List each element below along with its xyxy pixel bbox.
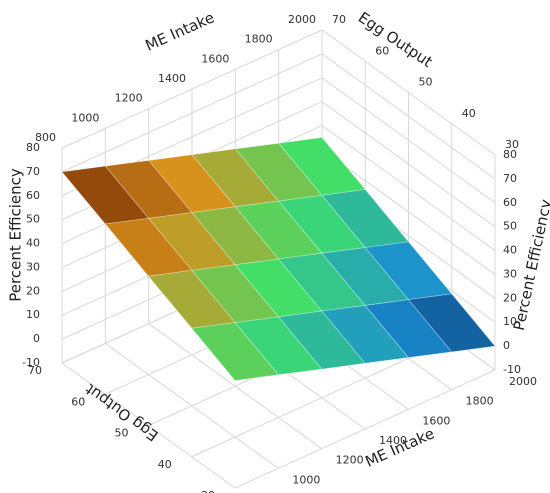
z-tick-label-right: 60 xyxy=(503,196,517,209)
z-tick-label: 80 xyxy=(26,141,40,154)
y-tick-label-top: 70 xyxy=(332,13,346,26)
y-tick-label: 40 xyxy=(158,458,172,471)
grid-line xyxy=(61,29,323,149)
z-tick-label: -10 xyxy=(22,356,40,369)
z-tick-label: 20 xyxy=(26,284,40,297)
x-tick-label: 1600 xyxy=(422,414,450,427)
z-tick-label-right: 50 xyxy=(503,220,517,233)
x-tick-label: 1000 xyxy=(292,473,320,486)
y-axis-title-top: Egg Output xyxy=(355,8,436,71)
x-tick-label-top: 1800 xyxy=(245,33,273,46)
z-tick-label-right: 0 xyxy=(503,339,510,352)
y-tick-label: 30 xyxy=(201,489,215,493)
y-tick-label: 70 xyxy=(28,364,42,377)
x-tick-label-top: 1600 xyxy=(201,52,229,65)
x-axis-title-top: ME Intake xyxy=(143,8,218,54)
x-tick-label: 1200 xyxy=(336,454,364,467)
z-tick-label: 50 xyxy=(26,213,40,226)
y-tick-label-top: 60 xyxy=(375,44,389,57)
z-tick-label: 70 xyxy=(26,165,40,178)
z-tick-label-right: 20 xyxy=(503,291,517,304)
z-tick-label-right: 30 xyxy=(503,267,517,280)
x-tick-label: 1800 xyxy=(466,395,494,408)
z-tick-label-right: -10 xyxy=(503,363,521,376)
y-tick-label-top: 40 xyxy=(462,107,476,120)
z-tick-label: 0 xyxy=(33,332,40,345)
x-tick-label-top: 1200 xyxy=(115,92,143,105)
grid-line xyxy=(321,149,496,275)
y-tick-label-top: 50 xyxy=(419,76,433,89)
x-tick-label-top: 800 xyxy=(35,131,56,144)
z-axis-title: Percent Efficiency xyxy=(7,168,25,302)
grid-line xyxy=(234,369,496,489)
grid-line xyxy=(321,77,496,204)
grid-line xyxy=(61,53,323,173)
z-tick-label: 60 xyxy=(26,189,40,202)
z-tick-label-right: 80 xyxy=(503,148,517,161)
x-tick-label: 1400 xyxy=(379,434,407,447)
grid-line xyxy=(321,125,496,251)
y-tick-label: 50 xyxy=(115,427,129,440)
grid-line xyxy=(321,29,496,156)
x-axis-title: ME Intake xyxy=(363,424,438,470)
surface xyxy=(61,137,496,381)
z-axis-title-right: Percent Efficiency xyxy=(510,198,550,332)
z-tick-label-right: 10 xyxy=(503,315,517,328)
z-tick-label: 30 xyxy=(26,260,40,273)
x-tick-label-top: 1400 xyxy=(158,72,186,85)
x-tick-label-top: 2000 xyxy=(288,13,316,26)
surface-cell xyxy=(190,322,280,381)
grid-line xyxy=(321,53,496,180)
y-tick-label-top: 30 xyxy=(505,138,519,151)
x-tick-label-top: 1000 xyxy=(71,111,99,124)
labels: 8008001000100012001200140014001600160018… xyxy=(22,13,537,493)
z-tick-label-right: 70 xyxy=(503,172,517,185)
z-tick-label: 40 xyxy=(26,237,40,250)
x-tick-label: 2000 xyxy=(509,375,537,388)
y-tick-label: 60 xyxy=(71,395,85,408)
z-tick-label-right: 40 xyxy=(503,244,517,257)
grid-line xyxy=(191,338,452,458)
z-tick-label: 10 xyxy=(26,308,40,321)
grid-line xyxy=(321,101,496,228)
